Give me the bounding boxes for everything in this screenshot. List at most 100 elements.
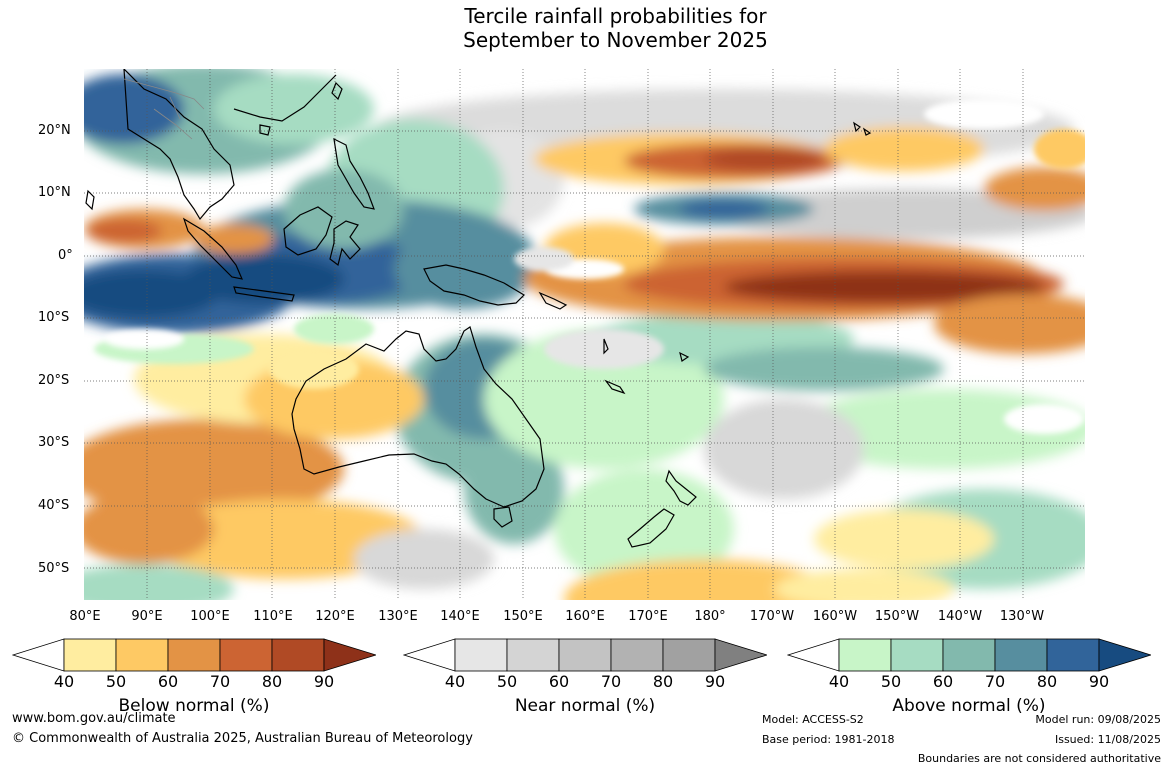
colorbar-near-normal [403,638,767,672]
near-tick-50: 50 [496,672,518,691]
southeast-asia-coastline [123,69,235,221]
colorbar-segment [890,638,944,672]
colorbar-segment [1046,638,1100,672]
lat-label-30s: 30°S [38,435,70,450]
lat-label-10s: 10°S [38,310,70,325]
map-gridlines [84,69,1085,600]
lon-label-140w: 140°W [937,609,983,624]
lon-label-80e: 80°E [69,609,101,624]
model-run-date: Model run: 09/08/2025 [1035,713,1161,726]
hainan-coastline [259,124,271,136]
below-tick-60: 60 [157,672,179,691]
base-period: Base period: 1981-2018 [762,733,895,746]
near-tick-90: 90 [704,672,726,691]
colorbar-segment [662,638,716,672]
lat-label-20n: 20°N [38,123,71,138]
above-tick-50: 50 [880,672,902,691]
below-tick-70: 70 [209,672,231,691]
solomon-islands-coastline [538,291,568,310]
lon-label-130e: 130°E [378,609,418,624]
near-tick-80: 80 [652,672,674,691]
country-borders [123,78,205,140]
china-coastline [233,74,337,122]
colorbar-below-normal [12,638,376,672]
lat-label-40s: 40°S [38,498,70,513]
colorbar-low-triangle [787,638,840,672]
coastlines [85,69,872,548]
colorbar-above-normal [787,638,1151,672]
vanuatu-coastline [603,338,609,355]
issued-date: Issued: 11/08/2025 [1054,733,1161,746]
lon-label-140e: 140°E [440,609,480,624]
near-tick-60: 60 [548,672,570,691]
java-coastline [233,286,295,302]
lat-label-20s: 20°S [38,373,70,388]
colorbar-segment [838,638,892,672]
colorbar-segment [558,638,612,672]
australia-coastline [291,326,545,508]
legend-title-above-normal: Above normal (%) [892,696,1046,716]
below-tick-40: 40 [53,672,75,691]
website-link[interactable]: www.bom.gov.au/climate [12,711,176,726]
colorbar-high-triangle [323,638,376,672]
hawaii-coastline [853,121,872,136]
lon-label-100e: 100°E [190,609,230,624]
sri-lanka-coastline [85,189,95,211]
lon-label-90e: 90°E [131,609,163,624]
lon-label-130w: 130°W [999,609,1045,624]
legend-title-below-normal: Below normal (%) [118,696,270,716]
above-tick-70: 70 [984,672,1006,691]
colorbar-low-triangle [403,638,456,672]
title-line-2: September to November 2025 [463,28,768,52]
lon-label-120e: 120°E [315,609,355,624]
colorbar-segment [506,638,560,672]
near-tick-70: 70 [600,672,622,691]
colorbar-segment [219,638,273,672]
above-tick-80: 80 [1036,672,1058,691]
lat-label-50s: 50°S [38,561,70,576]
colorbar-high-triangle [714,638,767,672]
colorbar-segment [63,638,117,672]
lon-label-170w: 170°W [749,609,795,624]
new-caledonia-coastline [604,379,626,395]
above-tick-60: 60 [932,672,954,691]
below-tick-90: 90 [313,672,335,691]
lon-label-170e: 170°E [628,609,668,624]
lon-label-180: 180° [694,609,726,624]
lat-label-10n: 10°N [38,185,71,200]
legend-title-near-normal: Near normal (%) [514,696,656,716]
colorbar-segment [610,638,664,672]
borneo-coastline [283,206,333,256]
rainfall-probability-map [84,69,1085,600]
colorbar-segment [454,638,508,672]
tasmania-coastline [493,506,513,528]
colorbar-segment [994,638,1048,672]
fiji-coastline [679,351,690,362]
copyright-text: © Commonwealth of Australia 2025, Austra… [12,731,473,746]
lon-label-160e: 160°E [565,609,605,624]
colorbar-segment [942,638,996,672]
map-canvas [84,69,1085,600]
philippines-coastline [333,137,375,210]
colorbar-segment [167,638,221,672]
lon-label-150w: 150°W [874,609,920,624]
above-tick-90: 90 [1088,672,1110,691]
colorbar-high-triangle [1098,638,1151,672]
colorbar-segment [271,638,325,672]
colorbar-segment [115,638,169,672]
sumatra-coastline [182,217,244,280]
below-tick-50: 50 [105,672,127,691]
sulawesi-coastline [329,220,361,267]
boundaries-disclaimer: Boundaries are not considered authoritat… [917,752,1161,765]
lon-label-150e: 150°E [503,609,543,624]
taiwan-coastline [331,81,343,101]
near-tick-40: 40 [444,672,466,691]
new-guinea-coastline [423,264,525,306]
below-tick-80: 80 [261,672,283,691]
title-line-1: Tercile rainfall probabilities for [464,4,767,28]
model-name: Model: ACCESS-S2 [762,713,864,726]
new-zealand-coastline [627,469,697,548]
above-tick-40: 40 [828,672,850,691]
lat-label-equator: 0° [58,248,73,263]
lon-label-110e: 110°E [253,609,293,624]
